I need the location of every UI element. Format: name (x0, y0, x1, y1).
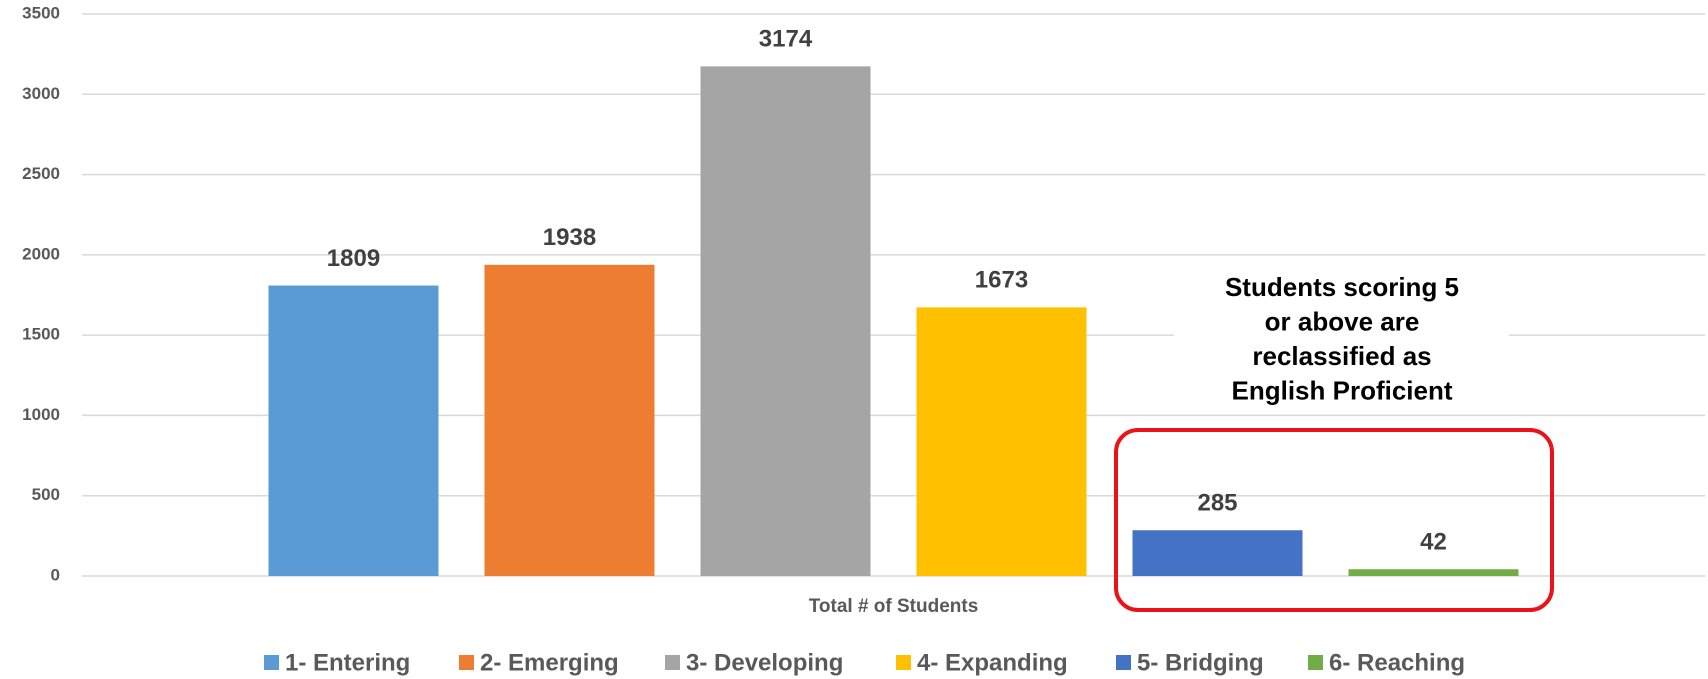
legend-label: 5- Bridging (1137, 649, 1264, 676)
legend-swatch (896, 655, 911, 670)
value-label: 285 (1197, 490, 1237, 517)
y-tick-label: 2500 (22, 164, 60, 183)
legend-label: 1- Entering (285, 649, 410, 676)
legend-swatch (1308, 655, 1323, 670)
y-tick-label: 1000 (22, 405, 60, 424)
legend-swatch (665, 655, 680, 670)
x-tick-label: Total # of Students (809, 596, 979, 617)
value-label: 1809 (327, 245, 380, 272)
bar (1348, 569, 1519, 576)
legend-swatch (1116, 655, 1131, 670)
annotation: Students scoring 5 (1225, 272, 1459, 302)
value-label: 1938 (543, 224, 596, 251)
legend-label: 2- Emerging (480, 649, 619, 676)
bar (484, 264, 655, 576)
y-tick-label: 3000 (22, 84, 60, 103)
y-tick-label: 500 (32, 485, 60, 504)
annotation: reclassified as (1252, 341, 1431, 371)
legend-label: 3- Developing (686, 649, 843, 676)
legend-label: 6- Reaching (1329, 649, 1465, 676)
annotation: English Proficient (1231, 375, 1452, 405)
annotation: or above are (1265, 306, 1420, 336)
y-tick-label: 0 (51, 565, 60, 584)
value-label: 42 (1420, 529, 1447, 556)
y-tick-label: 3500 (22, 3, 60, 22)
bar (916, 307, 1087, 576)
value-label: 3174 (759, 26, 813, 53)
legend-label: 4- Expanding (917, 649, 1068, 676)
legend-swatch (459, 655, 474, 670)
highlight-box (1114, 428, 1554, 612)
y-tick-label: 1500 (22, 325, 60, 344)
value-label: 1673 (975, 267, 1028, 294)
bar (1132, 530, 1303, 576)
legend-swatch (264, 655, 279, 670)
annotation-background (1174, 272, 1509, 412)
bar (268, 285, 439, 576)
bar (700, 66, 871, 576)
y-tick-label: 2000 (22, 244, 60, 263)
